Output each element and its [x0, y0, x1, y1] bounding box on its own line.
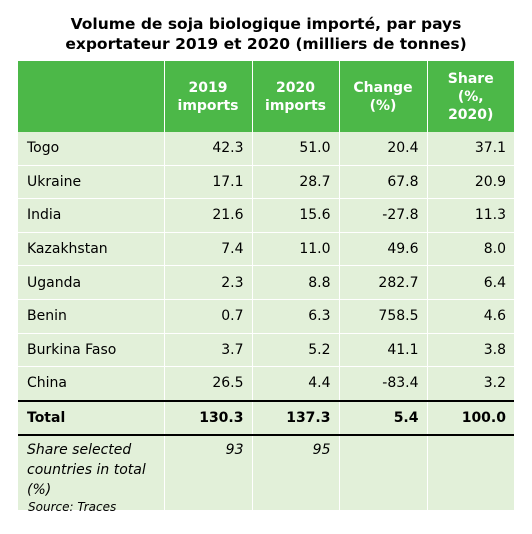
imports-2019-cell: 0.7 [164, 299, 253, 334]
country-cell: Togo [18, 132, 165, 166]
table-row: China 26.5 4.4 -83.4 3.2 [18, 366, 514, 402]
header-2020-line2: imports [265, 97, 326, 114]
imports-2020-cell: 6.3 [252, 299, 340, 334]
share-selected-label: Share selected countries in total (%) [18, 435, 165, 512]
header-2019-line1: 2019 [188, 79, 228, 96]
change-cell: 282.7 [339, 265, 428, 300]
imports-2019-cell: 3.7 [164, 333, 253, 368]
share-cell: 11.3 [427, 198, 514, 233]
table-row: Togo 42.3 51.0 20.4 37.1 [18, 132, 514, 166]
total-label: Total [18, 399, 165, 437]
imports-2019-cell: 7.4 [164, 232, 253, 267]
imports-2019-cell: 2.3 [164, 265, 253, 300]
table-row: Benin 0.7 6.3 758.5 4.6 [18, 299, 514, 334]
table-row: Kazakhstan 7.4 11.0 49.6 8.0 [18, 232, 514, 267]
share-selected-change-empty [339, 435, 428, 512]
header-row: 2019 imports 2020 imports Change (%) Sha… [18, 61, 514, 132]
imports-2019-cell: 42.3 [164, 132, 253, 166]
header-country [18, 61, 165, 132]
share-selected-row: Share selected countries in total (%) 93… [18, 435, 514, 512]
change-cell: -27.8 [339, 198, 428, 233]
change-cell: -83.4 [339, 366, 428, 402]
share-cell: 8.0 [427, 232, 514, 267]
country-cell: Kazakhstan [18, 232, 165, 267]
country-cell: Burkina Faso [18, 333, 165, 368]
header-share: Share (%, 2020) [427, 61, 514, 132]
table-row: Uganda 2.3 8.8 282.7 6.4 [18, 265, 514, 300]
change-cell: 67.8 [339, 165, 428, 200]
imports-2020-cell: 4.4 [252, 366, 340, 402]
imports-2020-cell: 11.0 [252, 232, 340, 267]
imports-2019-cell: 17.1 [164, 165, 253, 200]
header-share-line2: (%, [457, 88, 484, 105]
imports-2019-cell: 26.5 [164, 366, 253, 402]
change-cell: 20.4 [339, 132, 428, 166]
header-share-line1: Share [447, 70, 494, 87]
country-cell: China [18, 366, 165, 402]
country-cell: Benin [18, 299, 165, 334]
header-change-line2: (%) [369, 97, 397, 114]
total-row: Total 130.3 137.3 5.4 100.0 [18, 399, 514, 437]
share-cell: 37.1 [427, 132, 514, 166]
chart-title: Volume de soja biologique importé, par p… [0, 14, 532, 54]
share-selected-2019: 93 [164, 435, 253, 512]
total-2019: 130.3 [164, 399, 253, 437]
total-2020: 137.3 [252, 399, 340, 437]
total-change: 5.4 [339, 399, 428, 437]
header-2020-imports: 2020 imports [252, 61, 340, 132]
change-cell: 49.6 [339, 232, 428, 267]
header-2019-imports: 2019 imports [164, 61, 253, 132]
header-2020-line1: 2020 [276, 79, 315, 96]
source-note: Source: Traces [28, 500, 117, 514]
change-cell: 758.5 [339, 299, 428, 334]
imports-2020-cell: 51.0 [252, 132, 340, 166]
data-table: 2019 imports 2020 imports Change (%) Sha… [18, 61, 514, 512]
country-cell: India [18, 198, 165, 233]
country-cell: Ukraine [18, 165, 165, 200]
imports-2019-cell: 21.6 [164, 198, 253, 233]
total-share: 100.0 [427, 399, 514, 437]
imports-2020-cell: 28.7 [252, 165, 340, 200]
imports-2020-cell: 8.8 [252, 265, 340, 300]
share-cell: 20.9 [427, 165, 514, 200]
header-2019-line2: imports [177, 97, 239, 114]
imports-2020-cell: 15.6 [252, 198, 340, 233]
country-cell: Uganda [18, 265, 165, 300]
share-cell: 3.8 [427, 333, 514, 368]
chart-title-line2: exportateur 2019 et 2020 (milliers de to… [65, 35, 467, 53]
share-selected-share-empty [427, 435, 514, 512]
share-cell: 3.2 [427, 366, 514, 402]
header-share-line3: 2020) [448, 106, 494, 123]
header-change-line1: Change [353, 79, 413, 96]
share-selected-2020: 95 [252, 435, 340, 512]
table-row: Burkina Faso 3.7 5.2 41.1 3.8 [18, 333, 514, 368]
table-row: Ukraine 17.1 28.7 67.8 20.9 [18, 165, 514, 200]
share-cell: 6.4 [427, 265, 514, 300]
share-cell: 4.6 [427, 299, 514, 334]
header-change: Change (%) [339, 61, 428, 132]
change-cell: 41.1 [339, 333, 428, 368]
table-row: India 21.6 15.6 -27.8 11.3 [18, 198, 514, 233]
imports-2020-cell: 5.2 [252, 333, 340, 368]
chart-title-line1: Volume de soja biologique importé, par p… [70, 15, 462, 33]
